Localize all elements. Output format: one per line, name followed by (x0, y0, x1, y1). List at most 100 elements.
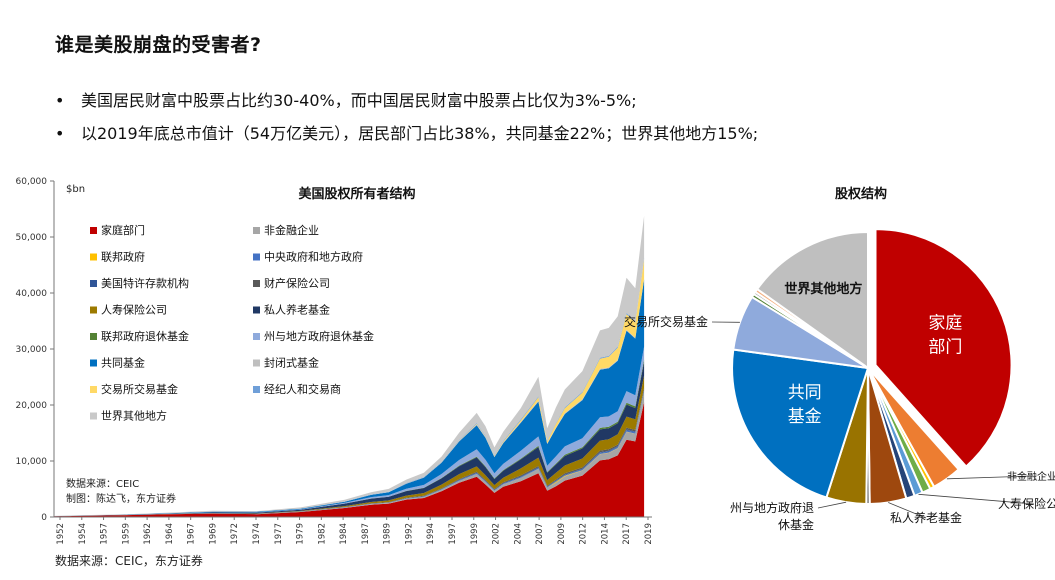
legend-label: 经纪人和交易商 (264, 382, 341, 396)
x-tick-label: 1962 (143, 523, 153, 545)
pie-leader-line (888, 502, 927, 519)
legend-label: 家庭部门 (101, 223, 145, 237)
x-tick-label: 2009 (557, 523, 567, 545)
x-tick-label: 1969 (208, 523, 218, 545)
x-tick-label: 1964 (165, 523, 175, 545)
legend-swatch (90, 280, 97, 287)
legend-item: 经纪人和交易商 (253, 382, 341, 396)
x-tick-label: 1967 (187, 523, 197, 545)
pie-label-inside: 世界其他地方 (784, 281, 862, 297)
legend-swatch (253, 333, 260, 340)
pie-slice-世界其他地方 (755, 230, 869, 370)
legend-item: 联邦政府 (90, 250, 145, 264)
x-tick-label: 1954 (78, 523, 88, 545)
pie-slice-共同基金 (731, 348, 870, 499)
legend-item: 美国特许存款机构 (90, 276, 189, 290)
unit-label: $bn (66, 184, 85, 195)
area-chart-title: 美国股权所有者结构 (298, 186, 415, 202)
bullet-list: • 美国居民财富中股票占比约30-40%，而中国居民财富中股票占比仅为3%-5%;… (55, 84, 758, 150)
legend-item: 家庭部门 (90, 223, 145, 237)
legend-swatch (90, 386, 97, 393)
legend-swatch (253, 253, 260, 261)
legend-item: 联邦政府退休基金 (90, 329, 189, 343)
pie-label-outside: 州与地方政府退 (730, 500, 814, 515)
legend-label: 联邦政府退休基金 (101, 329, 189, 343)
x-tick-label: 1992 (404, 523, 414, 545)
pie-label-inside: 部门 (928, 337, 962, 357)
x-tick-label: 2017 (622, 523, 632, 545)
pie-leader-line (946, 475, 1033, 480)
x-tick-label: 1982 (317, 523, 327, 545)
area-series-联邦政府退休基金 (54, 359, 645, 517)
x-tick-label: 1994 (426, 523, 436, 545)
y-tick-label: 10,000 (16, 457, 48, 467)
source-note: 数据来源：CEIC (66, 477, 139, 490)
legend-swatch (90, 359, 97, 367)
y-tick-label: 50,000 (16, 233, 48, 243)
legend-item: 交易所交易基金 (90, 382, 178, 396)
legend-label: 财产保险公司 (264, 276, 330, 290)
legend-item: 私人养老基金 (253, 303, 330, 317)
legend-item: 共同基金 (90, 356, 145, 370)
legend-swatch (253, 227, 260, 234)
legend-swatch (253, 359, 260, 367)
pie-label-outside: 休基金 (778, 517, 814, 532)
bullet-item: • 美国居民财富中股票占比约30-40%，而中国居民财富中股票占比仅为3%-5%; (55, 84, 758, 117)
pie-leader-line (817, 501, 847, 509)
legend-swatch (90, 306, 97, 314)
legend-label: 州与地方政府退休基金 (264, 329, 374, 343)
y-tick-label: 30,000 (16, 345, 48, 355)
x-tick-label: 2004 (513, 523, 523, 545)
legend-item: 州与地方政府退休基金 (253, 329, 374, 343)
bullet-text: 以2019年底总市值计（54万亿美元），居民部门占比38%，共同基金22%；世界… (81, 124, 759, 143)
x-tick-label: 1989 (383, 523, 393, 545)
legend-label: 人寿保险公司 (101, 303, 167, 317)
x-tick-label: 1959 (121, 523, 131, 545)
legend-item: 封闭式基金 (253, 356, 319, 370)
x-tick-label: 1999 (470, 523, 480, 545)
legend-swatch (90, 412, 97, 420)
legend-label: 非金融企业 (264, 223, 319, 237)
x-tick-label: 1972 (230, 523, 240, 545)
legend-item: 世界其他地方 (90, 409, 167, 423)
legend-swatch (253, 280, 260, 287)
legend-item: 人寿保险公司 (90, 303, 167, 317)
x-tick-label: 1957 (100, 523, 110, 545)
pie-leader-line (918, 493, 1035, 505)
pie-label-outside: 人寿保险公司 (998, 496, 1055, 511)
x-tick-label: 2019 (644, 523, 654, 545)
pie-label-outside: 私人养老基金 (890, 510, 962, 525)
legend-label: 中央政府和地方政府 (264, 250, 363, 264)
y-tick-label: 40,000 (16, 289, 48, 299)
bullet-dot-icon: • (55, 91, 65, 110)
legend-swatch (253, 386, 260, 393)
y-tick-label: 0 (41, 513, 47, 523)
x-tick-label: 1987 (361, 523, 371, 545)
x-tick-label: 1977 (274, 523, 284, 545)
legend-label: 美国特许存款机构 (101, 276, 189, 290)
pie-label-outside: 非金融企业 (1007, 470, 1055, 483)
legend-swatch (90, 227, 97, 234)
bullet-dot-icon: • (55, 124, 65, 143)
bottom-source-note: 数据来源：CEIC，东方证券 (55, 554, 203, 568)
legend-swatch (253, 306, 260, 314)
x-tick-label: 1984 (339, 523, 349, 545)
legend-label: 交易所交易基金 (101, 382, 178, 396)
y-tick-label: 60,000 (16, 177, 48, 187)
pie-label-outside: 交易所交易基金 (624, 314, 708, 329)
area-series-共同基金 (54, 279, 645, 517)
legend-label: 封闭式基金 (264, 356, 319, 370)
y-tick-label: 20,000 (16, 401, 48, 411)
page-title: 谁是美股崩盘的受害者? (55, 34, 262, 56)
legend-item: 财产保险公司 (253, 276, 330, 290)
legend-swatch (90, 253, 97, 261)
x-tick-label: 2002 (492, 523, 502, 545)
area-series-州与地方政府退休基金 (54, 346, 645, 517)
pie-label-inside: 基金 (788, 407, 822, 427)
legend-label: 共同基金 (101, 356, 145, 370)
legend-swatch (90, 333, 97, 340)
legend-label: 私人养老基金 (264, 303, 330, 317)
x-tick-label: 2014 (600, 523, 610, 545)
x-tick-label: 2012 (579, 523, 589, 545)
